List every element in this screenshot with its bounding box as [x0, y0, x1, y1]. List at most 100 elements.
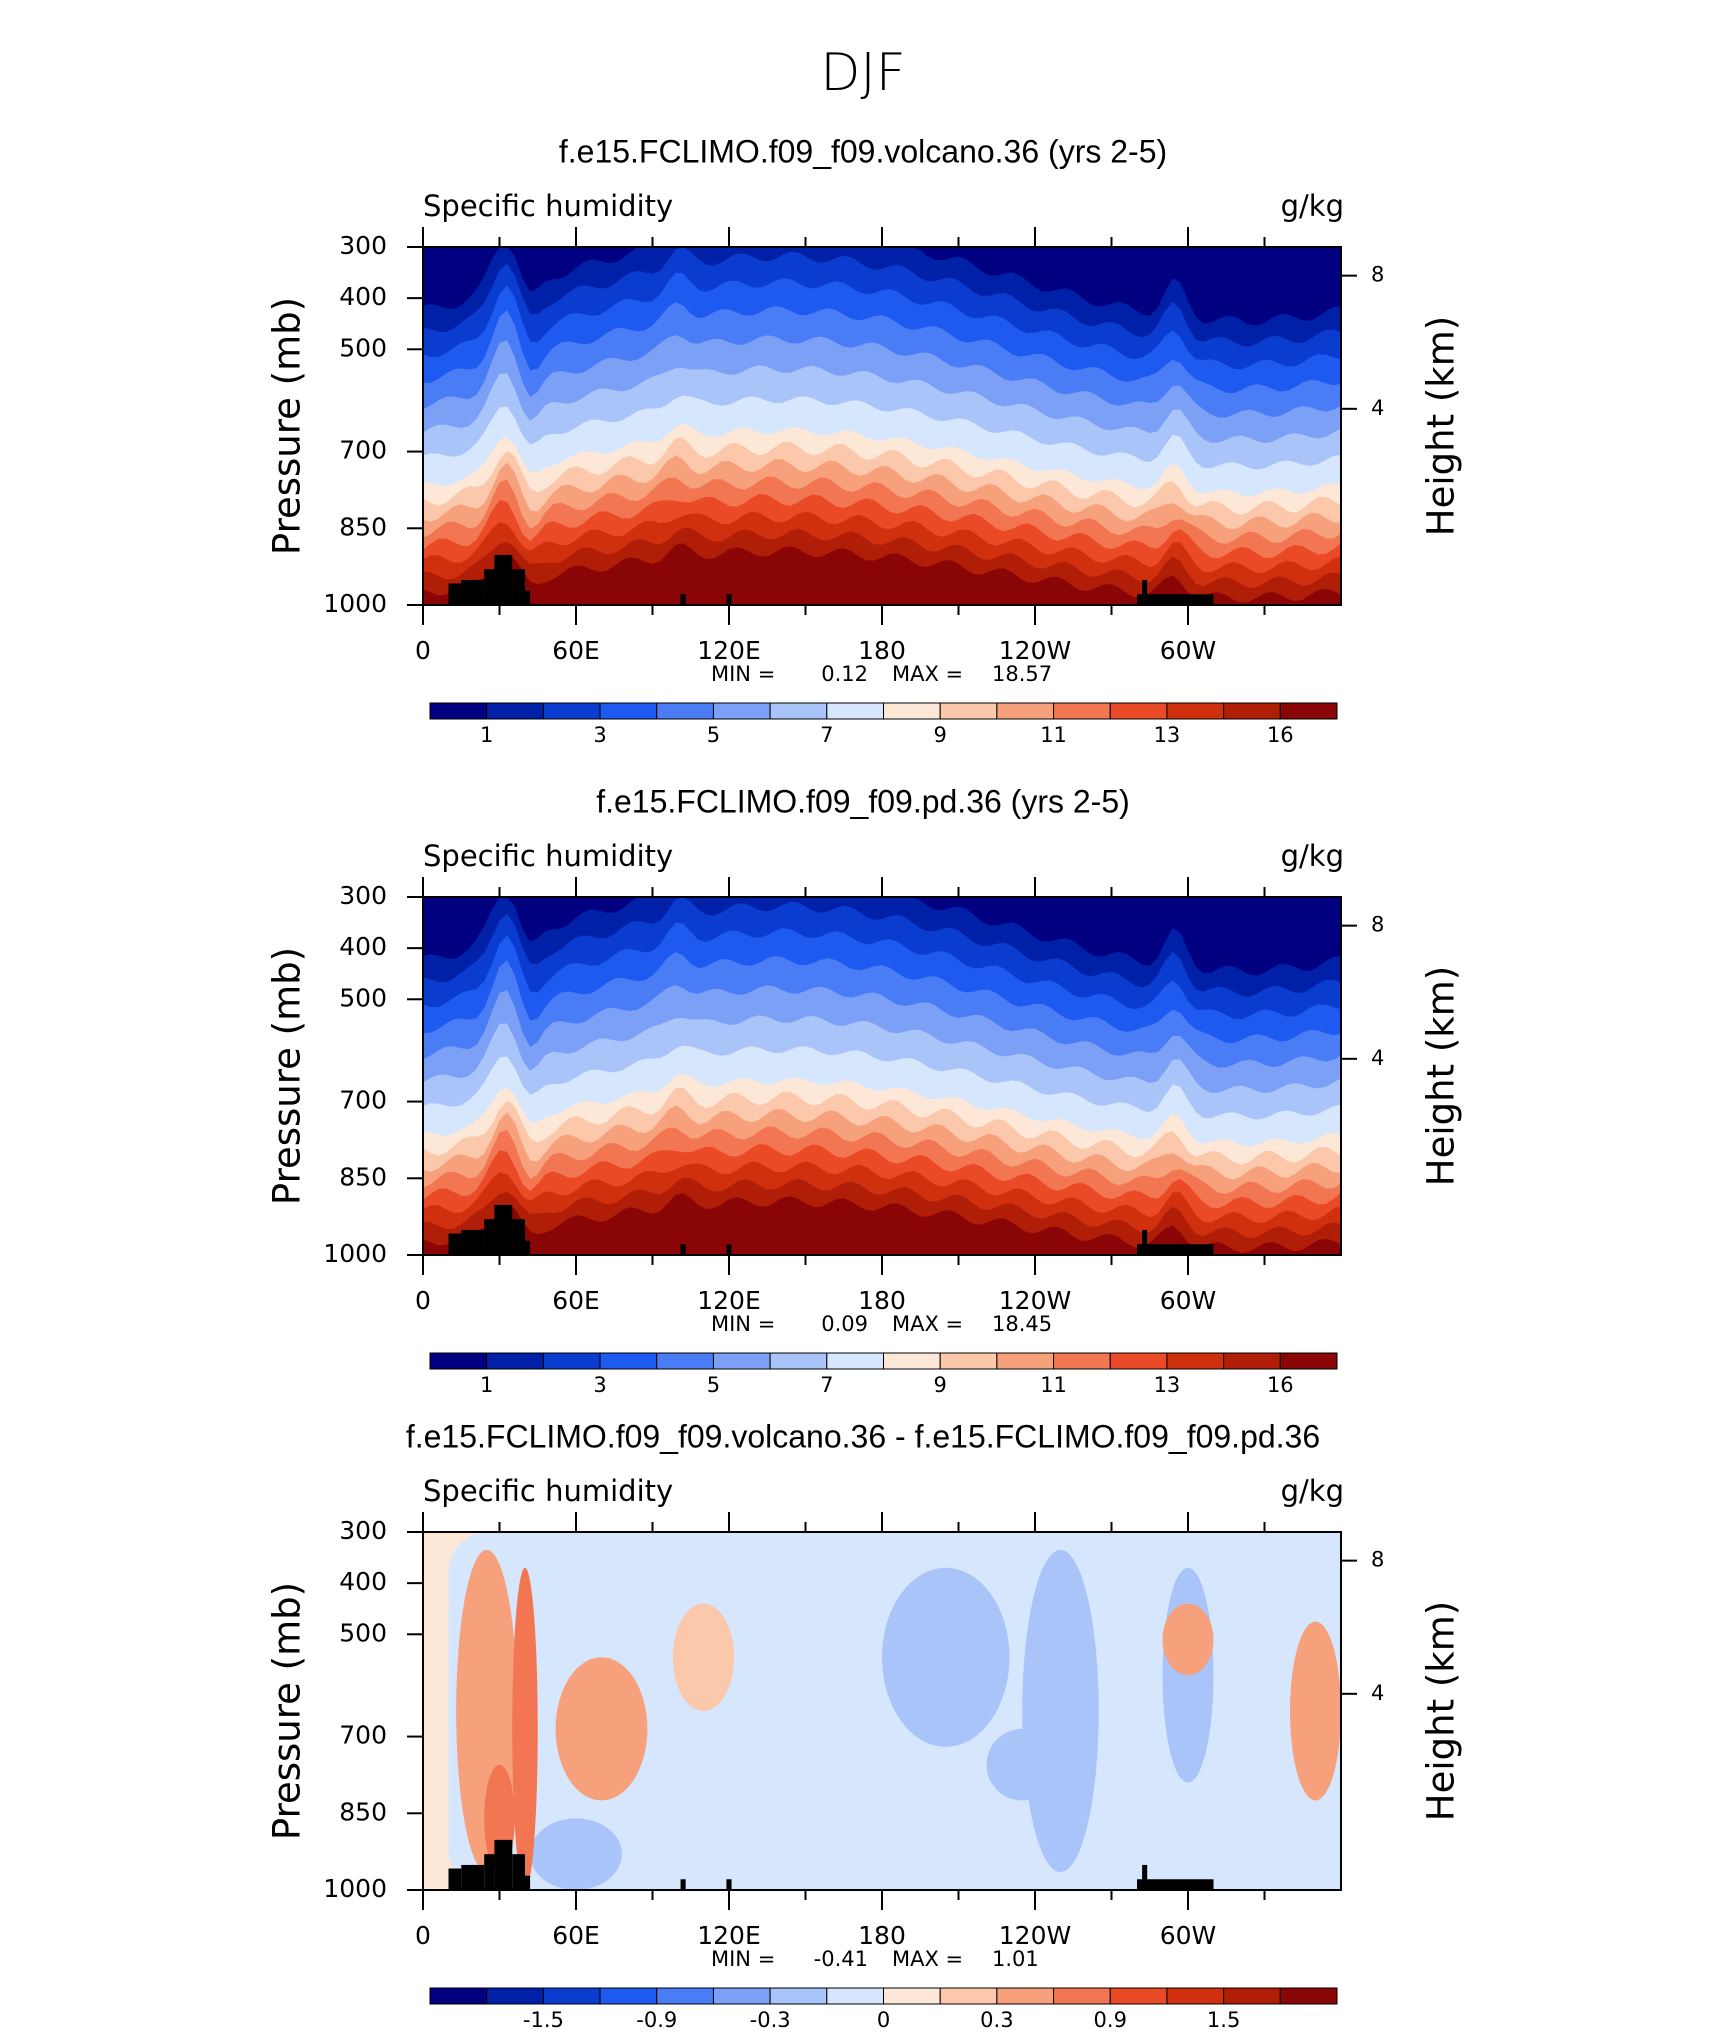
colorbar-box — [656, 1987, 714, 2005]
topography — [448, 583, 462, 605]
x-tick-label: 120W — [999, 1921, 1071, 1950]
colorbar-box — [599, 702, 658, 720]
topography — [484, 1854, 495, 1890]
colorbar-box — [486, 702, 544, 720]
topography — [494, 1204, 513, 1255]
topography — [1142, 579, 1148, 605]
colorbar-box — [769, 1987, 828, 2005]
topography — [448, 1868, 462, 1890]
y-tick-label: 500 — [339, 983, 387, 1012]
y2-tick-label: 4 — [1371, 1046, 1384, 1070]
panel: f.e15.FCLIMO.f09_f09.volcano.36 (yrs 2-5… — [266, 133, 1463, 747]
units-label: g/kg — [1281, 1474, 1344, 1508]
x-tick-label: 60E — [552, 636, 600, 665]
colorbar-label: 7 — [820, 1373, 833, 1397]
y-tick-label: 300 — [339, 881, 387, 910]
units-label: g/kg — [1281, 189, 1344, 223]
field-patch — [1022, 1549, 1099, 1873]
topography — [680, 594, 686, 605]
y-tick-label: 500 — [339, 1618, 387, 1647]
y2-axis-label: Height (km) — [1420, 1601, 1463, 1821]
y2-axis-label: Height (km) — [1420, 316, 1463, 536]
field-patch — [882, 1567, 1010, 1747]
topography — [726, 594, 732, 605]
colorbar-box — [1223, 1352, 1281, 1370]
colorbar-box — [1053, 1987, 1111, 2005]
y-tick-label: 500 — [339, 333, 387, 362]
field-patch — [530, 1818, 622, 1890]
colorbar-box — [1166, 1352, 1225, 1370]
colorbar-box — [939, 1352, 998, 1370]
x-tick-label: 120E — [697, 636, 761, 665]
colorbar-box — [1223, 702, 1281, 720]
topography — [494, 554, 513, 605]
x-tick-label: 180 — [858, 636, 906, 665]
min-value: 0.12 — [821, 662, 868, 686]
colorbar-box — [429, 702, 488, 720]
x-tick-label: 180 — [858, 1286, 906, 1315]
colorbar-label: 16 — [1267, 723, 1294, 747]
topography — [461, 1229, 485, 1255]
min-label: MIN = — [711, 1947, 775, 1971]
y-axis-label: Pressure (mb) — [266, 947, 309, 1205]
variable-label: Specific humidity — [423, 1474, 673, 1508]
colorbar-label: 0.9 — [1094, 2008, 1127, 2032]
field-band — [423, 1193, 1341, 1255]
colorbar-box — [996, 1987, 1055, 2005]
y2-axis-label: Height (km) — [1420, 966, 1463, 1186]
y2-tick-label: 8 — [1371, 1548, 1384, 1572]
field — [423, 897, 1341, 1255]
colorbar-box — [656, 702, 714, 720]
colorbar-label: 13 — [1154, 723, 1181, 747]
topography — [726, 1879, 732, 1890]
x-tick-label: 60E — [552, 1921, 600, 1950]
panel: f.e15.FCLIMO.f09_f09.volcano.36 - f.e15.… — [266, 1418, 1463, 2032]
x-tick-label: 60E — [552, 1286, 600, 1315]
colorbar-box — [486, 1987, 544, 2005]
x-tick-label: 60W — [1160, 636, 1217, 665]
min-label: MIN = — [711, 1312, 775, 1336]
colorbar-box — [826, 702, 884, 720]
topography — [484, 1219, 495, 1255]
colorbar-box — [712, 1352, 771, 1370]
colorbar-box — [542, 1987, 601, 2005]
colorbar-box — [429, 1987, 488, 2005]
colorbar-box — [939, 702, 998, 720]
y-tick-label: 400 — [339, 1567, 387, 1596]
field-band — [423, 543, 1341, 605]
colorbar-box — [1053, 1352, 1111, 1370]
topography — [512, 569, 525, 605]
colorbar-box — [712, 702, 771, 720]
min-label: MIN = — [711, 662, 775, 686]
topography — [680, 1244, 686, 1255]
topography — [1142, 1864, 1148, 1890]
topography — [461, 579, 485, 605]
field-patch — [986, 1728, 1058, 1801]
y-tick-label: 700 — [339, 1086, 387, 1115]
y2-tick-label: 4 — [1371, 1681, 1384, 1705]
y-tick-label: 1000 — [323, 589, 387, 618]
colorbar-box — [1279, 702, 1338, 720]
colorbar-box — [599, 1987, 658, 2005]
field-patch — [672, 1603, 735, 1712]
colorbar-label: 5 — [707, 723, 720, 747]
y2-tick-label: 8 — [1371, 263, 1384, 287]
colorbar-box — [1109, 1352, 1168, 1370]
colorbar-box — [996, 702, 1055, 720]
topography — [494, 1839, 513, 1890]
x-tick-label: 0 — [415, 1921, 431, 1950]
colorbar-box — [429, 1352, 488, 1370]
y-tick-label: 400 — [339, 932, 387, 961]
y2-tick-label: 8 — [1371, 913, 1384, 937]
colorbar-label: -0.9 — [636, 2008, 677, 2032]
topography — [512, 1854, 525, 1890]
topography — [512, 1219, 525, 1255]
colorbar-box — [599, 1352, 658, 1370]
y-tick-label: 850 — [339, 1797, 387, 1826]
colorbar-box — [939, 1987, 998, 2005]
colorbar-box — [1166, 1987, 1225, 2005]
colorbar-label: 5 — [707, 1373, 720, 1397]
x-tick-label: 0 — [415, 636, 431, 665]
colorbar-label: 3 — [593, 1373, 606, 1397]
